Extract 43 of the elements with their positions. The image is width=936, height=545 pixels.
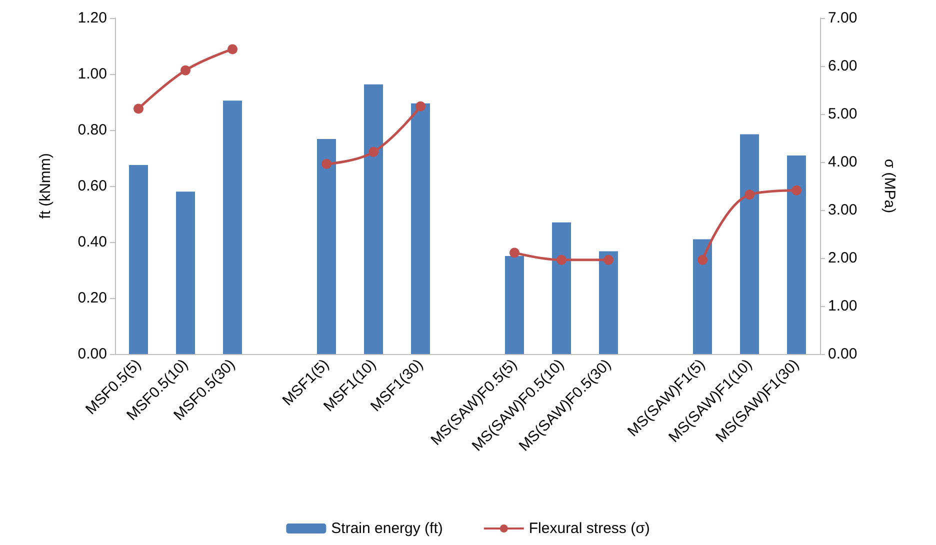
y-tick-label: 0.00 (78, 346, 107, 362)
point (322, 158, 332, 169)
y-tick-label: 0.80 (78, 122, 107, 138)
legend-label: Flexural stress (σ) (528, 520, 650, 537)
y2-tick-label: 1.00 (828, 298, 858, 314)
point (416, 101, 426, 112)
point (744, 190, 754, 200)
y2-tick-label: 0.00 (828, 346, 858, 362)
y2-tick-label: 6.00 (828, 58, 858, 74)
bar (787, 155, 806, 354)
y-tick-label: 1.20 (78, 10, 107, 26)
y2-tick-label: 7.00 (828, 10, 858, 26)
point (698, 254, 708, 265)
y2-tick-label: 5.00 (828, 106, 858, 122)
y2-tick-label: 4.00 (828, 154, 858, 170)
point (228, 44, 238, 54)
y-tick-label: 0.60 (78, 178, 107, 194)
y-tick-label: 0.20 (78, 290, 107, 306)
bar (693, 239, 712, 354)
point (368, 146, 378, 157)
point (180, 65, 190, 76)
bar (223, 100, 242, 354)
point (792, 185, 802, 196)
y-tick-label: 1.00 (78, 66, 107, 82)
y-axis-title: ft (kNmm) (37, 153, 54, 219)
bar (411, 103, 430, 354)
point (556, 254, 566, 265)
y2-tick-label: 3.00 (828, 202, 858, 218)
y-tick-label: 0.40 (78, 234, 107, 250)
y2-axis-title: σ (MPa) (881, 158, 898, 214)
bar (364, 84, 383, 354)
legend-label: Strain energy (ft) (331, 520, 443, 537)
bar (599, 251, 618, 354)
bar (552, 222, 571, 354)
bar (317, 138, 336, 354)
y2-tick-label: 2.00 (828, 250, 858, 266)
point (510, 248, 520, 258)
point (604, 254, 614, 265)
bar (129, 165, 148, 354)
bar (505, 256, 524, 354)
bar (740, 134, 759, 354)
point (134, 104, 144, 114)
bar (176, 192, 195, 354)
